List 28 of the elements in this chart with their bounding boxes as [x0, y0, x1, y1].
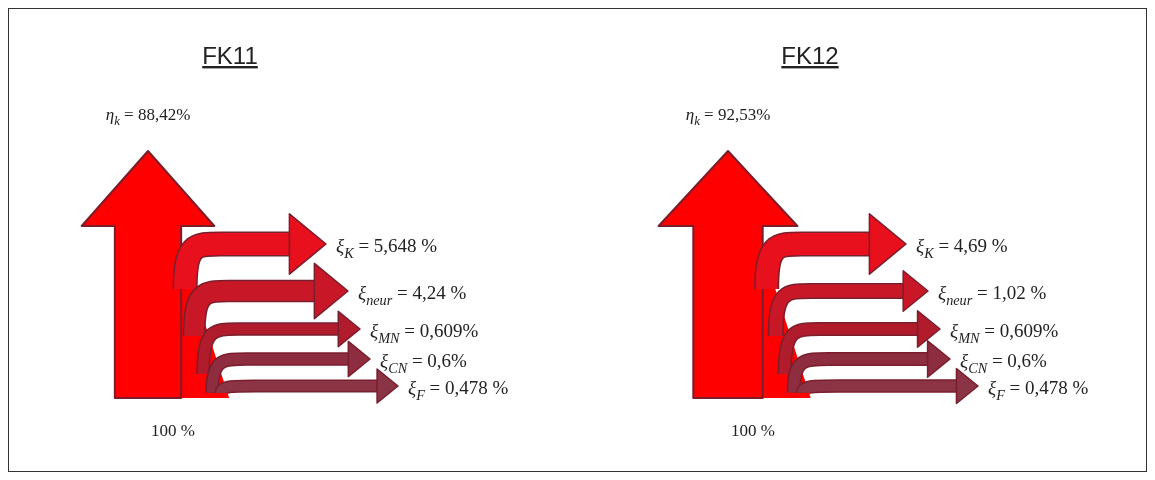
- text: FK11: [202, 42, 258, 69]
- category-label: ξ$_{neur}$: [358, 282, 393, 308]
- category-label: ξ$_{CN}$: [960, 350, 989, 376]
- data-label: = 0,609%: [979, 320, 1059, 341]
- data-label: = 4,69 %: [933, 235, 1008, 256]
- category-label: ξ$_{F}$: [408, 377, 426, 403]
- data-label: = 0,609%: [399, 320, 479, 341]
- data-label: = 92,53%: [699, 105, 771, 124]
- category-label: ξ$_{K}$: [916, 235, 936, 261]
- text: 100 %: [151, 421, 195, 440]
- category-label: ξ$_{CN}$: [380, 350, 409, 376]
- category-label: ξ$_{MN}$: [370, 320, 402, 346]
- data-label: = 0,6%: [407, 350, 468, 371]
- data-label: = 88,42%: [119, 105, 191, 124]
- category-label: ξ$_{K}$: [336, 235, 356, 261]
- text: 100 %: [731, 421, 775, 440]
- category-label: ξ$_{MN}$: [950, 320, 982, 346]
- category-label: ξ$_{neur}$: [938, 282, 973, 308]
- data-label: = 4,24 %: [392, 282, 467, 303]
- text: FK12: [781, 42, 839, 69]
- category-label: η$_{k}$: [105, 105, 121, 129]
- data-label: = 5,648 %: [353, 235, 438, 256]
- data-label: = 0,478 %: [1004, 377, 1089, 398]
- category-label: ξ$_{F}$: [988, 377, 1006, 403]
- data-label: = 0,478 %: [424, 377, 509, 398]
- data-label: = 1,02 %: [972, 282, 1047, 303]
- data-label: = 0,6%: [987, 350, 1048, 371]
- category-label: η$_{k}$: [685, 105, 701, 129]
